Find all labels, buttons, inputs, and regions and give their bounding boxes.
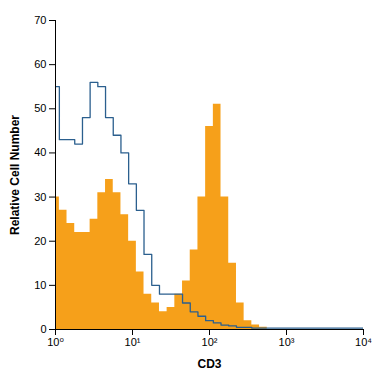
svg-text:0: 0 (40, 323, 46, 335)
svg-text:40: 40 (34, 146, 46, 158)
svg-text:10¹: 10¹ (125, 336, 141, 348)
svg-text:10⁴: 10⁴ (355, 336, 372, 348)
svg-text:10: 10 (34, 279, 46, 291)
svg-text:10³: 10³ (279, 336, 295, 348)
svg-text:CD3: CD3 (197, 357, 221, 371)
svg-text:20: 20 (34, 235, 46, 247)
svg-text:30: 30 (34, 191, 46, 203)
svg-text:Relative Cell Number: Relative Cell Number (8, 115, 22, 235)
svg-text:10⁰: 10⁰ (47, 336, 64, 348)
svg-text:70: 70 (34, 14, 46, 26)
svg-text:10²: 10² (202, 336, 218, 348)
svg-text:50: 50 (34, 102, 46, 114)
svg-text:60: 60 (34, 58, 46, 70)
